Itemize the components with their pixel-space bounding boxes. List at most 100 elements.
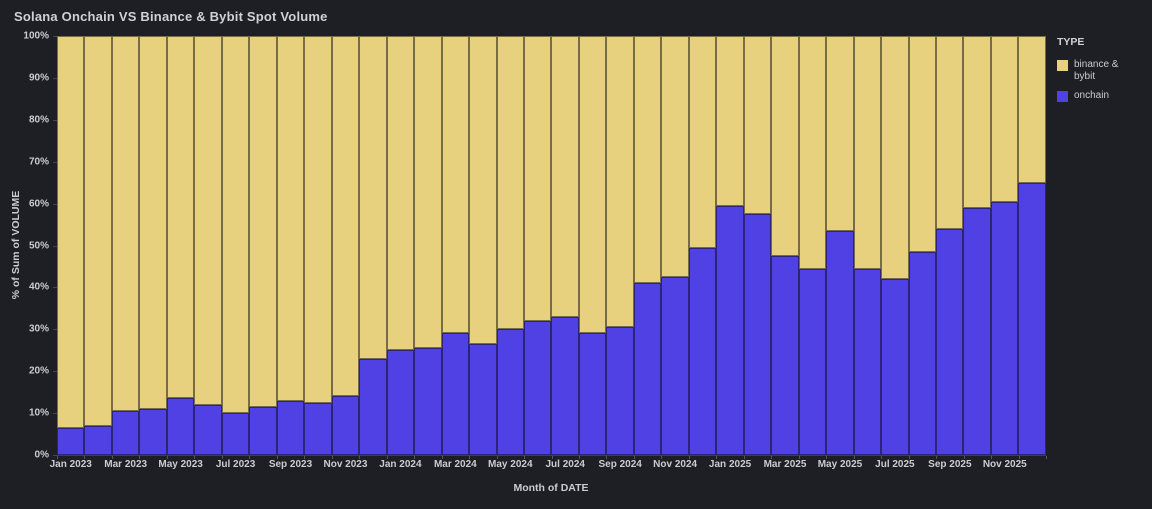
bar[interactable] <box>990 36 1019 455</box>
segment-onchain[interactable] <box>908 251 936 455</box>
segment-binance-bybit[interactable] <box>111 36 140 411</box>
segment-onchain[interactable] <box>523 320 552 455</box>
bar[interactable] <box>276 36 305 455</box>
segment-binance-bybit[interactable] <box>359 36 387 359</box>
segment-binance-bybit[interactable] <box>276 36 305 401</box>
segment-binance-bybit[interactable] <box>963 36 991 208</box>
segment-onchain[interactable] <box>304 402 332 455</box>
bar[interactable] <box>166 36 195 455</box>
bar[interactable] <box>194 36 222 455</box>
segment-onchain[interactable] <box>633 283 662 455</box>
bar[interactable] <box>57 36 85 455</box>
segment-onchain[interactable] <box>386 350 415 455</box>
bar[interactable] <box>853 36 882 455</box>
segment-onchain[interactable] <box>496 329 524 455</box>
segment-binance-bybit[interactable] <box>57 36 85 428</box>
segment-binance-bybit[interactable] <box>84 36 112 426</box>
segment-binance-bybit[interactable] <box>881 36 909 280</box>
bar[interactable] <box>331 36 360 455</box>
bar[interactable] <box>551 36 579 455</box>
segment-onchain[interactable] <box>853 268 882 455</box>
bar[interactable] <box>496 36 524 455</box>
bar[interactable] <box>386 36 415 455</box>
segment-binance-bybit[interactable] <box>194 36 222 405</box>
segment-binance-bybit[interactable] <box>606 36 634 328</box>
segment-onchain[interactable] <box>606 327 634 455</box>
bar[interactable] <box>221 36 250 455</box>
segment-onchain[interactable] <box>578 333 607 455</box>
bar[interactable] <box>414 36 442 455</box>
segment-onchain[interactable] <box>111 411 140 455</box>
bar[interactable] <box>139 36 167 455</box>
segment-onchain[interactable] <box>798 268 827 455</box>
segment-onchain[interactable] <box>331 396 360 455</box>
bar[interactable] <box>633 36 662 455</box>
bar[interactable] <box>936 36 964 455</box>
segment-onchain[interactable] <box>441 333 470 455</box>
bar[interactable] <box>441 36 470 455</box>
segment-onchain[interactable] <box>414 348 442 455</box>
segment-onchain[interactable] <box>826 230 854 455</box>
bar[interactable] <box>469 36 497 455</box>
legend-item-onchain[interactable]: onchain <box>1057 90 1149 102</box>
bar[interactable] <box>304 36 332 455</box>
bar[interactable] <box>881 36 909 455</box>
bar[interactable] <box>606 36 634 455</box>
bar[interactable] <box>688 36 717 455</box>
segment-onchain[interactable] <box>990 201 1019 455</box>
segment-binance-bybit[interactable] <box>1018 36 1046 183</box>
segment-onchain[interactable] <box>84 425 112 455</box>
segment-onchain[interactable] <box>139 408 167 455</box>
segment-binance-bybit[interactable] <box>523 36 552 321</box>
legend-item-binance-bybit[interactable]: binance & bybit <box>1057 59 1149 83</box>
segment-onchain[interactable] <box>469 343 497 455</box>
bar[interactable] <box>578 36 607 455</box>
segment-binance-bybit[interactable] <box>166 36 195 399</box>
segment-onchain[interactable] <box>551 316 579 455</box>
bar[interactable] <box>826 36 854 455</box>
segment-onchain[interactable] <box>166 398 195 455</box>
bar[interactable] <box>523 36 552 455</box>
bar[interactable] <box>249 36 277 455</box>
segment-binance-bybit[interactable] <box>331 36 360 397</box>
segment-binance-bybit[interactable] <box>936 36 964 229</box>
segment-binance-bybit[interactable] <box>853 36 882 269</box>
segment-binance-bybit[interactable] <box>551 36 579 317</box>
bar[interactable] <box>798 36 827 455</box>
segment-binance-bybit[interactable] <box>304 36 332 403</box>
segment-onchain[interactable] <box>1018 182 1046 455</box>
segment-binance-bybit[interactable] <box>221 36 250 414</box>
segment-binance-bybit[interactable] <box>990 36 1019 202</box>
segment-binance-bybit[interactable] <box>743 36 772 215</box>
segment-binance-bybit[interactable] <box>771 36 799 256</box>
segment-onchain[interactable] <box>249 406 277 455</box>
bar[interactable] <box>963 36 991 455</box>
segment-binance-bybit[interactable] <box>908 36 936 252</box>
bar[interactable] <box>743 36 772 455</box>
segment-onchain[interactable] <box>359 358 387 455</box>
segment-binance-bybit[interactable] <box>661 36 689 277</box>
segment-onchain[interactable] <box>221 413 250 455</box>
segment-onchain[interactable] <box>688 247 717 455</box>
bar[interactable] <box>84 36 112 455</box>
segment-onchain[interactable] <box>716 205 744 455</box>
segment-binance-bybit[interactable] <box>826 36 854 231</box>
segment-binance-bybit[interactable] <box>496 36 524 330</box>
bar[interactable] <box>661 36 689 455</box>
segment-onchain[interactable] <box>963 207 991 455</box>
segment-binance-bybit[interactable] <box>139 36 167 409</box>
bar[interactable] <box>716 36 744 455</box>
segment-onchain[interactable] <box>276 400 305 455</box>
bar[interactable] <box>111 36 140 455</box>
segment-binance-bybit[interactable] <box>249 36 277 407</box>
segment-onchain[interactable] <box>194 404 222 455</box>
segment-binance-bybit[interactable] <box>414 36 442 349</box>
segment-binance-bybit[interactable] <box>798 36 827 269</box>
segment-onchain[interactable] <box>771 255 799 455</box>
segment-binance-bybit[interactable] <box>578 36 607 334</box>
segment-onchain[interactable] <box>661 276 689 455</box>
bar[interactable] <box>908 36 936 455</box>
segment-onchain[interactable] <box>936 228 964 455</box>
segment-binance-bybit[interactable] <box>469 36 497 344</box>
segment-binance-bybit[interactable] <box>688 36 717 248</box>
